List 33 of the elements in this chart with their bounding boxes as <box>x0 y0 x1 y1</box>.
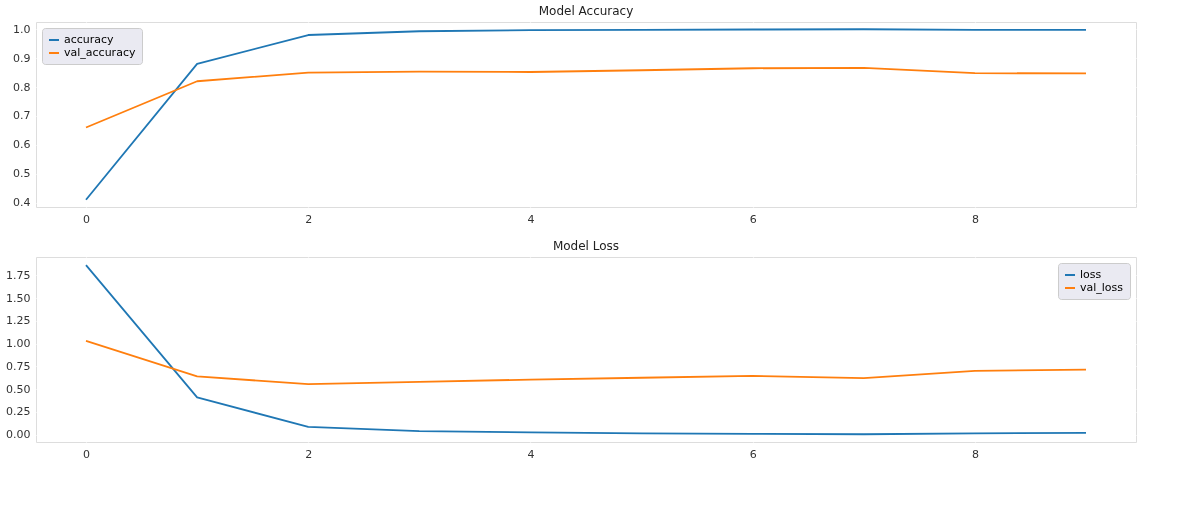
chart-title: Model Accuracy <box>538 4 634 18</box>
x-tick-label: 4 <box>527 447 535 461</box>
y-tick-label: 1.75 <box>6 268 31 282</box>
x-tick-label: 8 <box>971 212 979 226</box>
y-tick-label: 0.50 <box>6 382 31 396</box>
legend-label: val_loss <box>1080 281 1124 294</box>
y-tick-label: 0.9 <box>13 51 31 65</box>
legend-label: loss <box>1080 268 1102 281</box>
line-series <box>85 339 1087 386</box>
x-tick-label: 2 <box>305 212 313 226</box>
y-tick-label: 1.0 <box>13 22 31 36</box>
y-tick-label: 1.00 <box>6 337 31 351</box>
x-tick-label: 0 <box>83 447 90 461</box>
y-tick-label: 0.7 <box>13 109 31 123</box>
y-tick-label: 0.6 <box>13 138 31 152</box>
y-tick-label: 0.75 <box>6 359 31 373</box>
y-tick-label: 1.50 <box>6 291 31 305</box>
y-tick-label: 1.25 <box>6 314 31 328</box>
y-tick-label: 0.25 <box>6 405 31 419</box>
legend-label: accuracy <box>64 33 115 46</box>
line-series <box>85 67 1087 129</box>
x-tick-label: 2 <box>305 447 313 461</box>
x-tick-label: 6 <box>749 447 757 461</box>
y-tick-label: 0.4 <box>13 196 31 210</box>
y-tick-label: 0.5 <box>13 167 31 181</box>
y-tick-label: 0.00 <box>6 428 31 442</box>
legend-label: val_accuracy <box>64 46 136 59</box>
x-tick-label: 6 <box>749 212 757 226</box>
x-tick-label: 8 <box>971 447 979 461</box>
x-tick-label: 4 <box>527 212 535 226</box>
chart-title: Model Loss <box>552 239 620 253</box>
x-tick-label: 0 <box>83 212 90 226</box>
y-tick-label: 0.8 <box>13 80 31 94</box>
